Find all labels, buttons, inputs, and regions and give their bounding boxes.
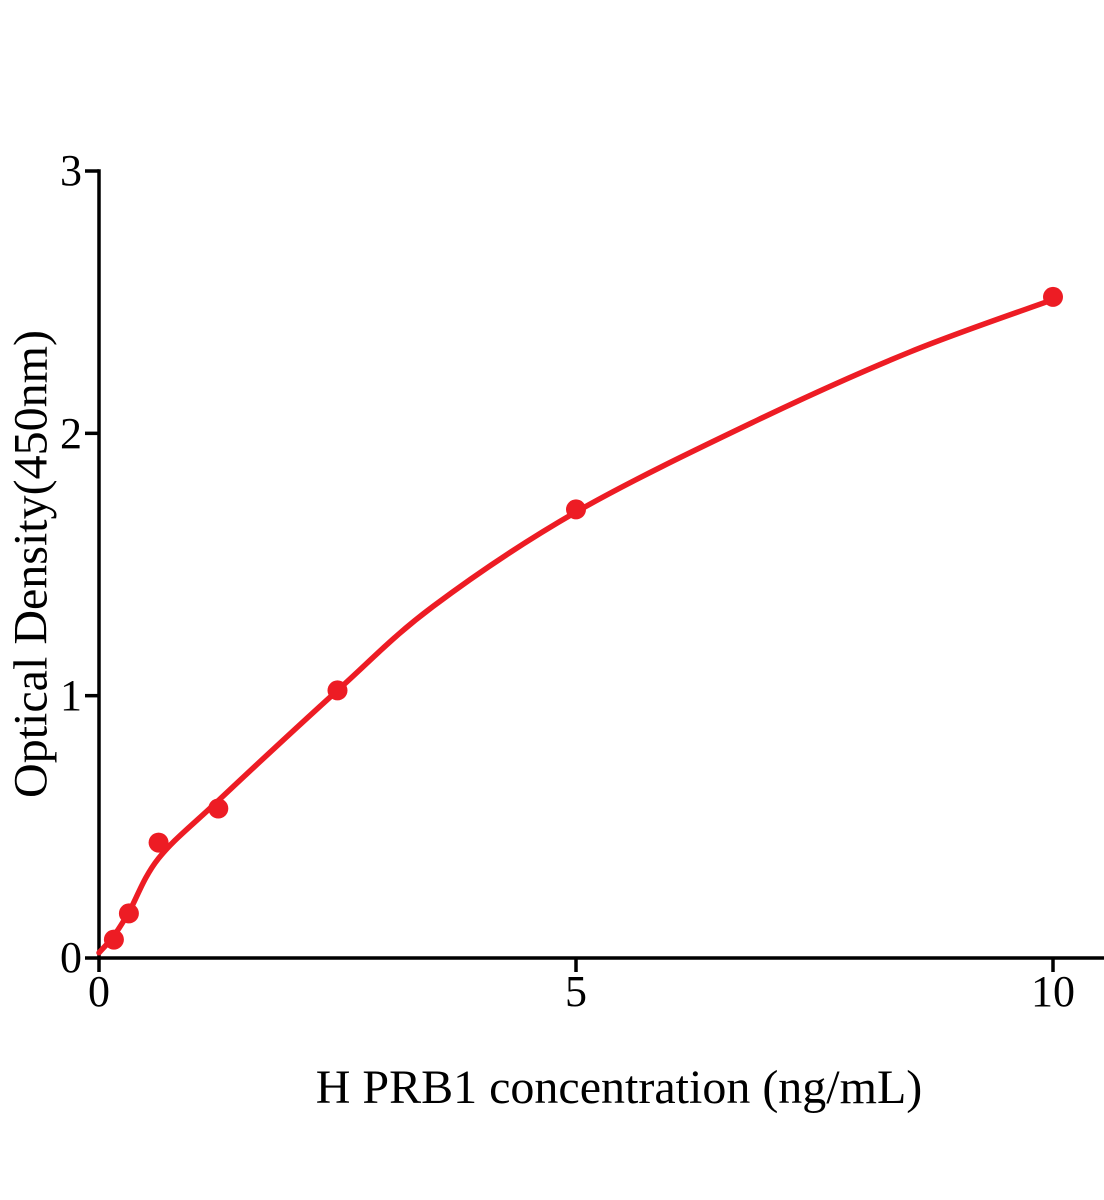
fit-curve-line (96, 296, 1056, 956)
data-point (148, 832, 169, 853)
y-tick-label-0: 0 (60, 933, 82, 982)
data-point (327, 680, 348, 701)
y-tick-label-2: 2 (60, 409, 82, 458)
y-tick-label-3: 3 (60, 146, 82, 195)
x-tick-label-5: 5 (565, 967, 587, 1016)
y-axis-title: Optical Density(450nm) (4, 330, 58, 798)
x-axis-title: H PRB1 concentration (ng/mL) (315, 1061, 923, 1114)
data-point (1043, 286, 1063, 307)
data-point (103, 929, 124, 950)
x-tick-label-0: 0 (88, 967, 110, 1016)
x-tick-label-10: 10 (1031, 967, 1075, 1016)
data-point (566, 499, 586, 520)
data-point (118, 903, 139, 924)
y-tick-label-1: 1 (60, 671, 82, 720)
data-point (208, 798, 229, 819)
